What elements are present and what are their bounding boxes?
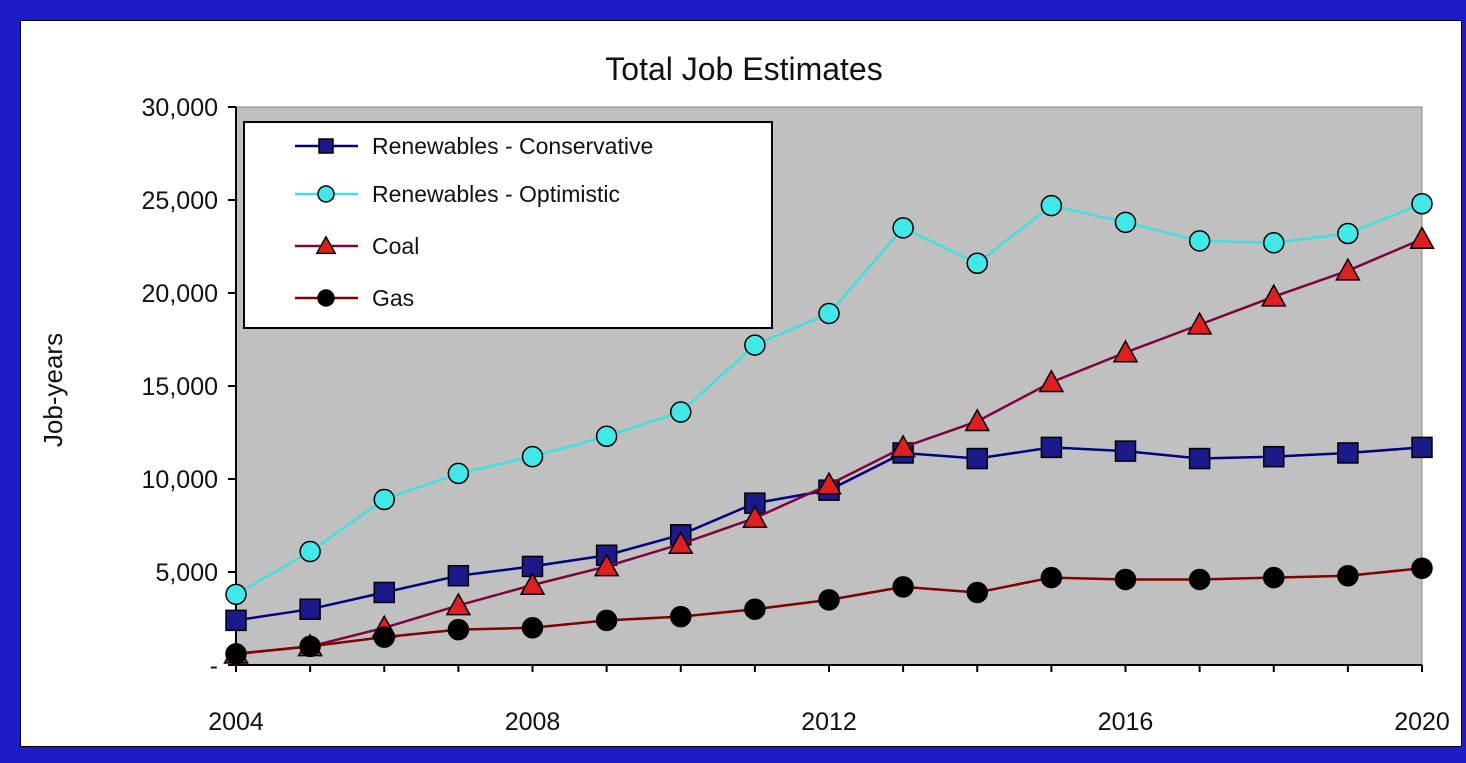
data-point <box>1112 339 1139 363</box>
data-point <box>1411 557 1433 580</box>
data-point <box>1188 568 1211 591</box>
data-point <box>225 643 247 665</box>
data-point <box>1114 440 1137 462</box>
data-point <box>667 531 694 555</box>
data-point <box>1114 211 1137 234</box>
data-point <box>1335 257 1361 281</box>
data-point <box>818 302 840 325</box>
data-point <box>966 447 988 470</box>
data-point <box>966 581 988 604</box>
data-point <box>1409 226 1435 250</box>
data-point <box>892 576 914 598</box>
y-axis-label: Job-years <box>38 333 68 447</box>
data-point <box>1411 192 1433 215</box>
data-point <box>447 618 470 641</box>
data-point <box>1337 442 1359 464</box>
y-tick-label: 25,000 <box>142 187 218 215</box>
data-point <box>1263 566 1285 589</box>
data-point <box>519 571 546 595</box>
y-tick-label: 20,000 <box>142 280 218 308</box>
data-point <box>1114 568 1137 591</box>
data-point <box>892 217 914 239</box>
chart-title: Total Job Estimates <box>605 51 882 87</box>
data-point <box>373 581 395 604</box>
data-point <box>225 583 247 606</box>
data-point <box>744 598 766 620</box>
data-point <box>373 626 395 648</box>
data-point <box>299 540 321 563</box>
data-point <box>595 425 618 447</box>
legend-marker <box>317 185 335 203</box>
data-point <box>447 564 470 587</box>
data-point <box>593 553 620 577</box>
series-3 <box>225 557 1433 665</box>
legend-entry: Gas <box>295 285 414 311</box>
data-point <box>742 505 768 529</box>
data-point <box>1186 311 1213 335</box>
data-point <box>373 488 395 511</box>
y-tick-label: 30,000 <box>142 94 218 122</box>
legend-marker <box>317 289 335 307</box>
data-point <box>890 434 916 458</box>
x-tick-label: 2016 <box>1098 708 1154 736</box>
data-point <box>521 617 544 639</box>
legend-entry: Coal <box>295 233 419 259</box>
data-point <box>299 598 321 620</box>
y-axis: - 5,000 10,000 15,000 20,000 25,000 30,000 <box>142 94 237 680</box>
data-point <box>1263 445 1285 468</box>
data-point <box>447 462 470 485</box>
data-point <box>1038 369 1065 393</box>
data-point <box>818 589 840 611</box>
y-tick-label: 10,000 <box>142 466 218 494</box>
data-point <box>1411 436 1433 459</box>
data-point <box>1188 447 1211 470</box>
data-point <box>595 609 618 632</box>
data-point <box>670 401 692 423</box>
x-tick-label: 2008 <box>505 708 561 736</box>
y-tick-label: 5,000 <box>155 559 218 587</box>
data-point <box>1337 564 1359 587</box>
legend-label: Coal <box>372 233 419 259</box>
legend-label: Renewables - Optimistic <box>372 181 620 207</box>
data-point <box>1040 194 1063 217</box>
data-point <box>521 445 544 468</box>
data-point <box>670 605 692 628</box>
x-axis: 2004 2008 2012 2016 2020 <box>208 664 1450 736</box>
legend-entry: Renewables - Optimistic <box>295 181 620 207</box>
data-point <box>1188 230 1211 252</box>
series-1 <box>225 192 1433 606</box>
y-tick-label: - <box>210 652 218 680</box>
data-point <box>1040 566 1063 589</box>
data-point <box>1260 283 1287 307</box>
data-point <box>1337 222 1359 245</box>
series-layer <box>223 192 1435 665</box>
data-point <box>816 471 842 495</box>
data-point <box>1263 232 1285 254</box>
y-tick-label: 15,000 <box>142 373 218 401</box>
legend-marker <box>318 138 334 154</box>
data-point <box>1040 436 1063 459</box>
data-point <box>225 609 247 632</box>
data-point <box>966 252 988 274</box>
legend-label: Gas <box>372 285 414 311</box>
data-point <box>964 408 991 432</box>
x-tick-label: 2004 <box>208 708 264 736</box>
data-point <box>445 592 472 616</box>
legend-marker <box>315 235 337 255</box>
legend: Renewables - Conservative Renewables - Op… <box>243 121 773 329</box>
legend-label: Renewables - Conservative <box>372 133 653 159</box>
x-tick-label: 2020 <box>1394 708 1450 736</box>
data-point <box>744 334 766 356</box>
legend-entry: Renewables - Conservative <box>295 133 653 159</box>
data-point <box>299 635 321 658</box>
x-tick-label: 2012 <box>801 708 857 736</box>
